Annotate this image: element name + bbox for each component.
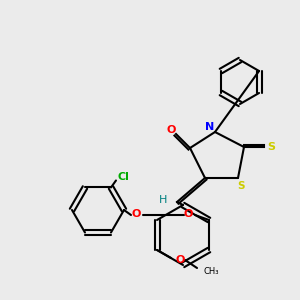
Text: O: O xyxy=(166,125,176,135)
Text: S: S xyxy=(237,181,245,191)
Text: H: H xyxy=(159,195,167,205)
Text: O: O xyxy=(183,209,193,219)
Text: O: O xyxy=(175,255,185,265)
Text: CH₃: CH₃ xyxy=(203,266,218,275)
Text: Cl: Cl xyxy=(117,172,129,182)
Text: S: S xyxy=(267,142,275,152)
Text: O: O xyxy=(131,209,141,219)
Text: N: N xyxy=(206,122,214,132)
